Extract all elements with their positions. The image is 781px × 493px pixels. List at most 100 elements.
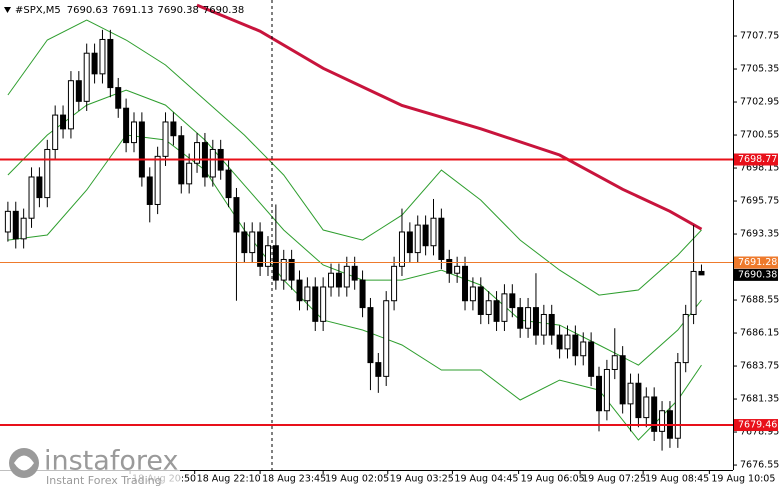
candle-body bbox=[398, 231, 405, 267]
candle-body bbox=[651, 396, 658, 432]
candle-body bbox=[588, 341, 595, 377]
price-level-label: 7698.77 bbox=[738, 154, 777, 165]
x-tick-label: 18 Aug 23:45 bbox=[262, 474, 326, 485]
header-arrow bbox=[4, 7, 11, 13]
price-level-label: 7690.38 bbox=[738, 269, 777, 280]
candle-body bbox=[674, 362, 681, 439]
y-tick-label: 7707.75 bbox=[740, 31, 779, 42]
candle-body bbox=[485, 300, 492, 315]
watermark-logo-mark bbox=[14, 455, 34, 471]
candle-body bbox=[509, 293, 516, 309]
candle-body bbox=[532, 307, 539, 336]
candle-body bbox=[477, 286, 484, 315]
y-tick-label: 7695.75 bbox=[740, 196, 779, 207]
price-level-tag bbox=[734, 268, 778, 281]
watermark-tagline: Instant Forex Trading bbox=[46, 474, 162, 487]
y-tick-label: 7693.35 bbox=[740, 229, 779, 240]
candle-body bbox=[580, 341, 587, 357]
candle-body bbox=[564, 334, 571, 350]
watermark-brand: instaforex bbox=[44, 446, 178, 477]
symbol: #SPX,M5 bbox=[15, 5, 61, 16]
candle-body bbox=[288, 258, 295, 281]
candle-body bbox=[249, 231, 256, 254]
candle-body bbox=[75, 80, 82, 102]
candle-body bbox=[107, 38, 114, 89]
x-tick-label: 19 Aug 10:05 bbox=[711, 474, 775, 485]
candle-body bbox=[383, 300, 390, 377]
candle-body bbox=[20, 217, 27, 240]
ohlc-open: 7690.63 bbox=[67, 5, 108, 16]
candle-body bbox=[146, 176, 153, 205]
candle-body bbox=[186, 162, 193, 185]
candle-body bbox=[627, 382, 634, 405]
x-tick-label: 19 Aug 06:05 bbox=[521, 474, 585, 485]
candle-body bbox=[209, 148, 216, 178]
candle-body bbox=[36, 176, 43, 199]
candle-body bbox=[351, 265, 358, 281]
candle-body bbox=[682, 313, 689, 364]
candle-body bbox=[462, 265, 469, 302]
candle-body bbox=[154, 155, 161, 205]
x-tick-label: 18 Aug 22:10 bbox=[197, 474, 261, 485]
candle-body bbox=[162, 121, 169, 157]
x-tick-label: 19 Aug 02:05 bbox=[325, 474, 389, 485]
y-tick-label: 7676.55 bbox=[740, 460, 779, 471]
x-tick-label: 19 Aug 08:45 bbox=[645, 474, 709, 485]
candle-body bbox=[320, 286, 327, 322]
candle-body bbox=[296, 279, 303, 302]
candle-body bbox=[525, 307, 532, 329]
candle-body bbox=[67, 80, 74, 130]
candle-body bbox=[556, 334, 563, 350]
candle-body bbox=[422, 224, 429, 247]
y-tick-label: 7688.55 bbox=[740, 295, 779, 306]
candle-body bbox=[130, 121, 137, 144]
price-level-tag bbox=[734, 256, 778, 269]
candle-body bbox=[335, 272, 342, 288]
candle-body bbox=[698, 270, 705, 276]
y-tick-label: 7698.15 bbox=[740, 163, 779, 174]
candle-body bbox=[540, 313, 547, 336]
indicator-line bbox=[7, 19, 702, 296]
candle-body bbox=[280, 258, 287, 281]
candle-body bbox=[643, 396, 650, 419]
x-tick-label: 19 Aug 04:45 bbox=[454, 474, 518, 485]
candle-body bbox=[375, 362, 382, 377]
candle-body bbox=[446, 258, 453, 274]
candle-body bbox=[548, 313, 555, 336]
candle-body bbox=[391, 265, 398, 302]
candle-body bbox=[233, 197, 240, 233]
y-tick-label: 7700.55 bbox=[740, 130, 779, 141]
candle-body bbox=[430, 217, 437, 247]
x-tick-label: 19 Aug 03:25 bbox=[390, 474, 454, 485]
y-tick-label: 7705.35 bbox=[740, 64, 779, 75]
candle-body bbox=[44, 148, 51, 199]
candle-body bbox=[635, 382, 642, 419]
candle-body bbox=[328, 272, 335, 288]
candle-body bbox=[690, 270, 697, 315]
header-text: #SPX,M5 7690.63 7691.13 7690.38 7690.38 bbox=[15, 5, 244, 16]
candle-body bbox=[501, 293, 508, 322]
candle-body bbox=[359, 279, 366, 309]
symbol-header: #SPX,M5 7690.63 7691.13 7690.38 7690.38 bbox=[4, 5, 244, 16]
y-tick-label: 7681.35 bbox=[740, 394, 779, 405]
ohlc-low: 7690.38 bbox=[158, 5, 199, 16]
candle-body bbox=[138, 121, 145, 178]
candle-body bbox=[343, 265, 350, 288]
candle-body bbox=[312, 286, 319, 322]
candle-body bbox=[170, 121, 177, 137]
candle-body bbox=[257, 231, 264, 267]
candle-body bbox=[659, 410, 666, 432]
candle-body bbox=[225, 169, 232, 199]
candle-body bbox=[264, 245, 271, 267]
candle-body bbox=[367, 307, 374, 364]
y-tick-label: 7702.95 bbox=[740, 97, 779, 108]
price-level-label: 7691.28 bbox=[738, 257, 777, 268]
price-level-tag bbox=[734, 153, 778, 166]
candle-body bbox=[28, 176, 35, 219]
candle-body bbox=[469, 286, 476, 302]
candle-body bbox=[517, 307, 524, 329]
candle-body bbox=[493, 300, 500, 322]
candle-body bbox=[414, 224, 421, 254]
y-tick-label: 7678.95 bbox=[740, 427, 779, 438]
candle-body bbox=[603, 368, 610, 412]
